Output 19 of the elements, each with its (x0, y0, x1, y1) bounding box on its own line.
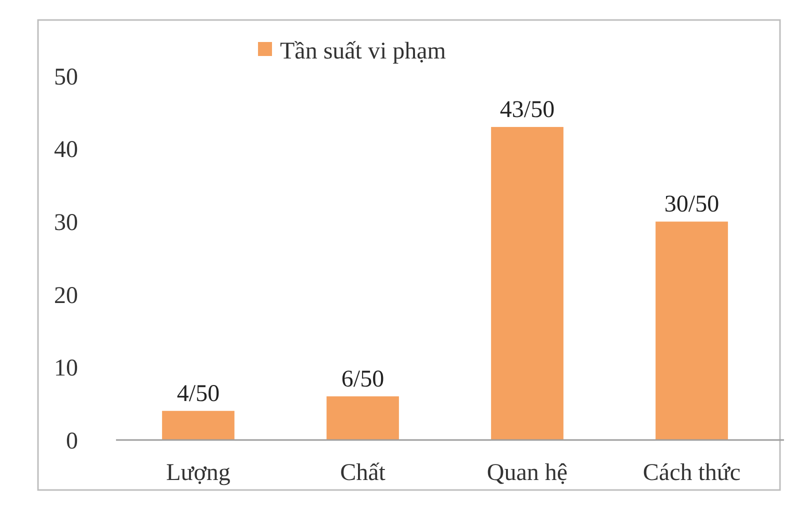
data-label: 30/50 (664, 192, 720, 218)
x-tick-label: Lượng (166, 460, 230, 486)
y-tick-label: 20 (54, 282, 78, 309)
x-tick-label: Chất (340, 460, 386, 486)
bar (491, 126, 564, 440)
y-tick-label: 40 (54, 137, 78, 164)
y-tick-label: 0 (66, 428, 78, 454)
y-tick-label: 30 (54, 210, 78, 236)
x-tick-label: Cách thức (642, 460, 741, 486)
bar (656, 222, 728, 440)
data-label: 4/50 (176, 380, 220, 407)
y-tick-label: 10 (54, 356, 78, 382)
data-label: 43/50 (500, 96, 555, 123)
y-tick-label: 50 (54, 64, 78, 90)
bar (162, 410, 234, 440)
legend-label: Tần suất vi phạm (280, 38, 446, 64)
bar (326, 396, 399, 440)
data-label: 6/50 (341, 366, 384, 392)
x-tick-label: Quan hệ (486, 460, 568, 486)
